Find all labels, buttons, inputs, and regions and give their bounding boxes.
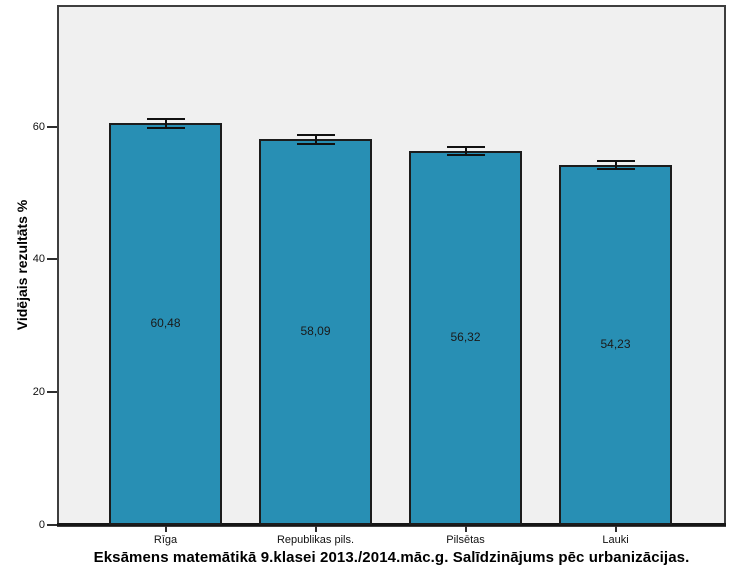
y-axis-tick-label: 40 bbox=[32, 253, 45, 266]
error-bar-stem bbox=[464, 147, 467, 154]
bar bbox=[409, 150, 522, 525]
category-label: Pilsētas bbox=[446, 534, 485, 546]
x-axis-tick bbox=[314, 526, 317, 532]
bar-value-label: 56,32 bbox=[450, 329, 481, 344]
x-axis-tick bbox=[614, 526, 617, 532]
bar bbox=[109, 123, 222, 525]
y-axis-tick-label: 0 bbox=[38, 519, 45, 531]
error-bar bbox=[596, 159, 635, 171]
x-axis-tick bbox=[464, 526, 467, 532]
chart-title: Eksāmens matemātikā 9.klasei 2013./2014.… bbox=[93, 549, 690, 566]
y-axis-tick bbox=[47, 125, 57, 128]
bar-value-label: 54,23 bbox=[600, 336, 631, 351]
bar-value-label: 60,48 bbox=[150, 316, 181, 331]
x-axis-tick bbox=[164, 526, 167, 532]
category-label: Rīga bbox=[153, 534, 178, 546]
bar bbox=[559, 164, 672, 525]
y-axis-tick bbox=[47, 391, 57, 394]
y-axis-tick bbox=[47, 524, 57, 526]
category-label: Lauki bbox=[602, 534, 629, 546]
error-bar-stem bbox=[164, 120, 167, 127]
bar-value-label: 58,09 bbox=[300, 324, 331, 339]
y-axis-tick-label: 20 bbox=[32, 386, 45, 399]
error-bar bbox=[446, 145, 485, 156]
y-axis-tick-label: 60 bbox=[32, 120, 45, 133]
x-axis-baseline bbox=[57, 523, 726, 526]
error-bar-stem bbox=[614, 161, 617, 169]
y-axis-tick bbox=[47, 258, 57, 261]
error-bar bbox=[296, 133, 335, 145]
error-bar bbox=[146, 118, 185, 129]
category-label: Republikas pils. bbox=[276, 534, 355, 546]
bar bbox=[259, 139, 372, 525]
error-bar-stem bbox=[314, 135, 317, 143]
